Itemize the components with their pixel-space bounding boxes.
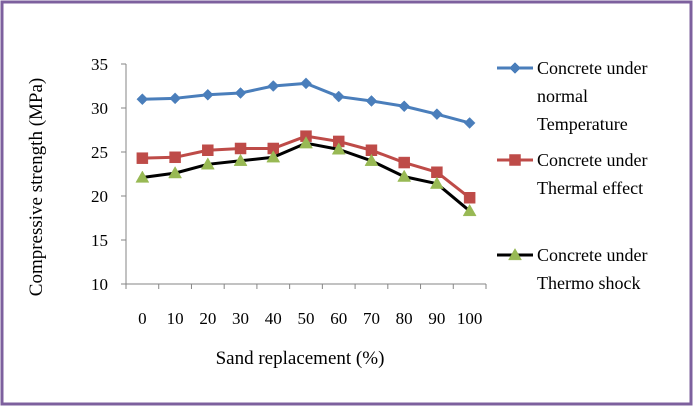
data-point: [331, 142, 346, 155]
data-point: [332, 90, 345, 103]
data-point: [234, 87, 247, 99]
legend-marker: [509, 62, 521, 74]
legend-label: Thermo shock: [537, 273, 640, 293]
data-point: [233, 153, 248, 166]
data-point: [136, 93, 149, 106]
x-tick-label: 40: [265, 309, 282, 328]
legend-item-3: Concrete under Thermo shock: [497, 245, 647, 293]
x-axis-title: Sand replacement (%): [216, 348, 385, 369]
data-point: [431, 166, 443, 178]
data-point: [463, 117, 476, 129]
axes: [125, 64, 486, 285]
y-tick-label: 30: [91, 99, 108, 118]
x-tick-label: 100: [457, 309, 483, 328]
data-point: [364, 153, 379, 166]
series-1: [136, 77, 476, 129]
data-point: [136, 152, 149, 164]
legend-marker: [509, 154, 521, 166]
data-point: [429, 176, 444, 189]
data-point: [300, 77, 312, 90]
series-2: [136, 130, 476, 204]
legend-label: Temperature: [537, 114, 628, 134]
x-axis-ticks: 0 10 20 30 40 50 60 70 80 90 100: [125, 284, 487, 328]
x-tick-label: 70: [363, 309, 380, 328]
data-point: [431, 108, 443, 121]
x-tick-label: 0: [138, 309, 147, 328]
data-point: [234, 142, 247, 155]
x-tick-label: 80: [396, 309, 413, 328]
data-point: [462, 203, 477, 217]
x-tick-label: 20: [199, 309, 216, 328]
data-point: [267, 80, 280, 92]
y-tick-label: 35: [91, 55, 108, 74]
data-point: [202, 144, 214, 156]
data-point: [398, 156, 410, 169]
data-point: [397, 169, 412, 182]
x-tick-label: 10: [167, 309, 184, 328]
y-tick-label: 20: [91, 187, 108, 206]
series-3: [135, 136, 477, 217]
legend-label: Concrete under: [537, 245, 647, 265]
legend-label: normal: [537, 86, 588, 106]
data-point: [135, 170, 150, 183]
y-axis-ticks: 10 15 20 25 30 35: [91, 55, 126, 294]
y-tick-label: 15: [91, 231, 108, 250]
y-tick-label: 25: [91, 143, 108, 162]
x-tick-label: 30: [232, 309, 249, 328]
data-point: [266, 150, 281, 163]
x-tick-label: 50: [298, 309, 315, 328]
legend: Concrete undernormalTemperatureConcrete …: [497, 58, 647, 293]
data-point: [299, 136, 313, 149]
x-tick-label: 90: [428, 309, 445, 328]
data-point: [463, 192, 476, 204]
data-point: [168, 166, 183, 179]
data-point: [398, 100, 411, 113]
legend-item-1: Concrete under normal Temperature: [497, 58, 647, 134]
data-point: [201, 88, 214, 101]
data-point: [169, 92, 181, 105]
legend-item-2: Concrete under Thermal effect: [497, 150, 647, 198]
y-axis-title: Compressive strength (MPa): [26, 78, 47, 296]
data-point: [169, 151, 181, 164]
y-tick-label: 10: [91, 275, 108, 294]
data-point: [200, 157, 215, 170]
legend-label: Thermal effect: [537, 178, 643, 198]
legend-marker: [508, 247, 522, 261]
legend-label: Concrete under: [537, 58, 647, 78]
data-point: [365, 95, 378, 107]
x-tick-label: 60: [330, 309, 347, 328]
legend-label: Concrete under: [537, 150, 647, 170]
series-layer: [135, 77, 477, 217]
